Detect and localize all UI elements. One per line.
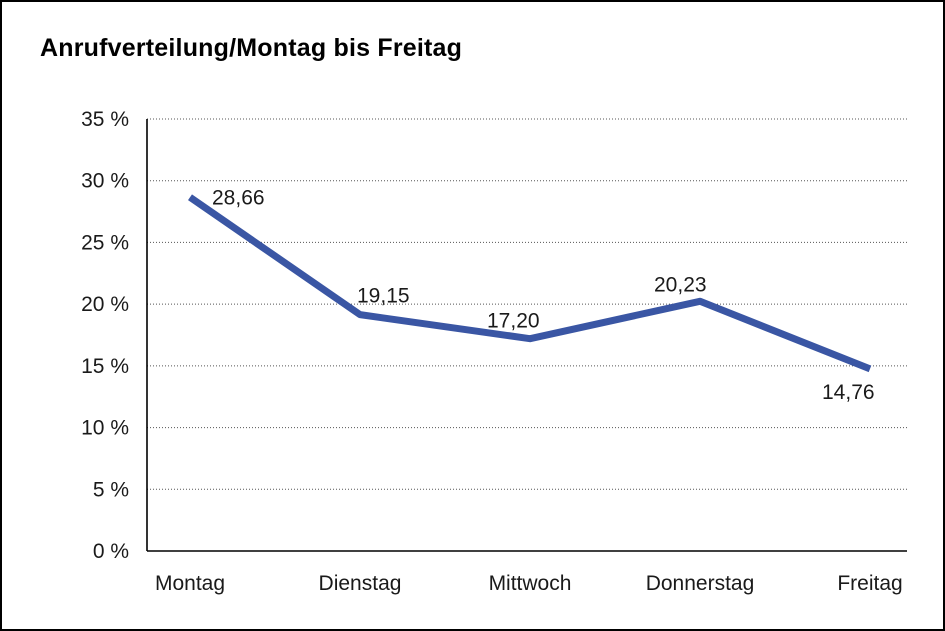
x-tick-label: Dienstag (319, 572, 402, 595)
data-label: 17,20 (487, 310, 540, 333)
y-tick-label: 0 % (93, 540, 129, 563)
y-tick-label: 10 % (81, 417, 129, 440)
y-tick-label: 15 % (81, 355, 129, 378)
y-tick-label: 5 % (93, 478, 129, 501)
x-tick-label: Freitag (837, 572, 902, 595)
x-tick-label: Montag (155, 572, 225, 595)
data-label: 20,23 (654, 273, 707, 296)
data-label: 28,66 (212, 186, 265, 209)
series-line (188, 194, 872, 373)
y-tick-label: 25 % (81, 231, 129, 254)
x-tick-label: Mittwoch (489, 572, 572, 595)
y-tick-label: 20 % (81, 293, 129, 316)
x-tick-label: Donnerstag (646, 572, 755, 595)
data-label: 14,76 (822, 381, 875, 404)
data-label: 19,15 (357, 285, 410, 308)
y-tick-label: 35 % (81, 108, 129, 131)
y-tick-label: 30 % (81, 170, 129, 193)
chart-title: Anrufverteilung/Montag bis Freitag (40, 34, 463, 62)
